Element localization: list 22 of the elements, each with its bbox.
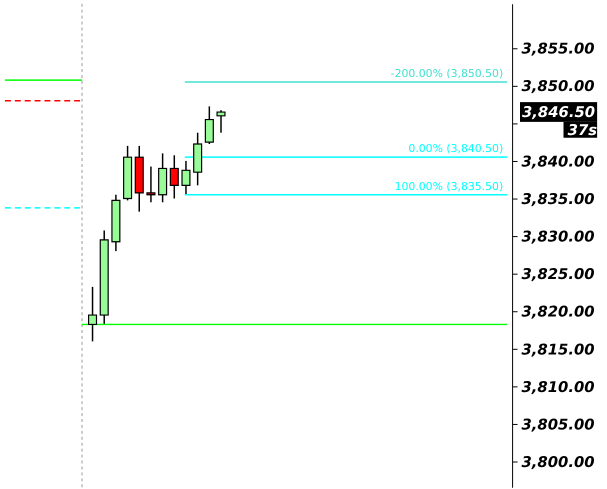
y-tick-label: 3,815.00 [521,341,595,358]
ref-line-label: -200.00% (3,850.50) [390,67,504,80]
y-tick-label: 3,850.00 [521,78,595,96]
candlestick [204,106,214,145]
text: 3,846.50 [522,104,596,121]
candlestick [170,154,179,200]
y-tick-label: 3,800.00 [521,454,595,472]
candlestick [88,286,98,342]
candlestick [181,160,191,196]
ref-line-label: 0.00% (3,840.50) [408,142,504,156]
candlestick [216,109,226,134]
y-tick-label: 3,810.00 [521,378,595,396]
text: 37s [568,122,598,139]
y-tick-label: 3,805.00 [521,416,595,434]
y-tick-label: 3,855.00 [521,40,595,58]
y-tick-label: 3,840.00 [521,153,595,170]
ref-line-label: 100.00% (3,835.50) [394,180,504,193]
y-tick-label: 3,830.00 [521,228,595,246]
y-tick-label: 3,835.00 [521,190,595,208]
candlestick [146,166,156,204]
y-tick-label: 3,820.00 [521,304,595,321]
y-tick-label: 3,825.00 [521,266,595,284]
